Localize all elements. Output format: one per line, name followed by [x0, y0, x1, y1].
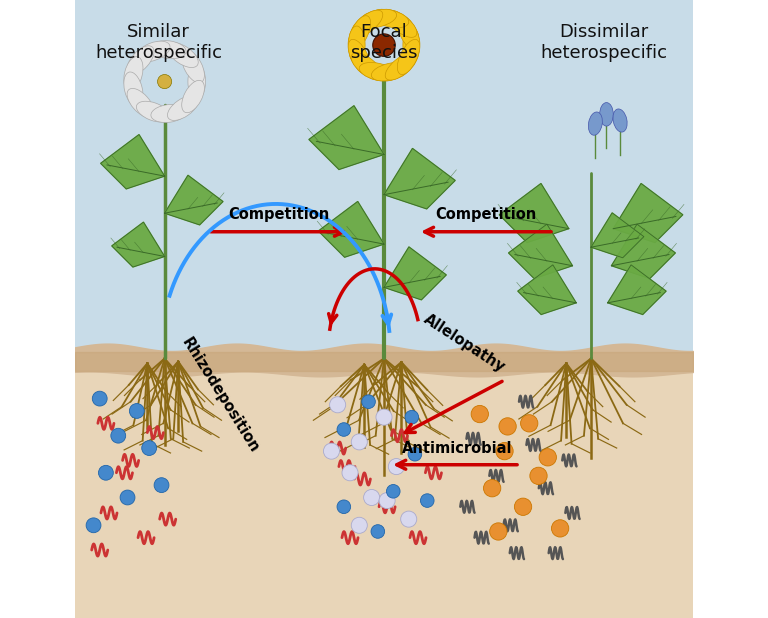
Circle shape: [408, 447, 422, 461]
Text: Allelopathy: Allelopathy: [421, 311, 508, 375]
Ellipse shape: [372, 62, 409, 81]
Ellipse shape: [151, 41, 186, 59]
Circle shape: [363, 489, 379, 506]
Ellipse shape: [127, 46, 154, 75]
Circle shape: [337, 423, 351, 436]
Ellipse shape: [127, 88, 154, 117]
Ellipse shape: [348, 40, 371, 75]
Polygon shape: [614, 184, 683, 243]
Circle shape: [372, 34, 396, 56]
Ellipse shape: [359, 62, 396, 81]
Ellipse shape: [386, 10, 417, 37]
Ellipse shape: [397, 15, 420, 51]
Circle shape: [86, 518, 101, 533]
Circle shape: [405, 410, 419, 424]
Circle shape: [484, 480, 501, 497]
Text: Competition: Competition: [228, 208, 329, 222]
Circle shape: [323, 443, 339, 459]
Circle shape: [515, 498, 531, 515]
Circle shape: [471, 405, 488, 423]
Polygon shape: [112, 222, 164, 267]
Polygon shape: [384, 148, 455, 209]
Polygon shape: [309, 106, 384, 169]
Ellipse shape: [397, 40, 420, 75]
Polygon shape: [611, 224, 675, 279]
Circle shape: [129, 404, 144, 418]
Ellipse shape: [351, 10, 382, 37]
Text: Rhizodeposition: Rhizodeposition: [179, 336, 262, 455]
Ellipse shape: [372, 9, 409, 28]
Ellipse shape: [351, 53, 382, 80]
Polygon shape: [591, 213, 644, 258]
Bar: [75, 358, 693, 618]
Ellipse shape: [182, 80, 204, 112]
Circle shape: [142, 441, 157, 455]
Circle shape: [521, 415, 538, 432]
Circle shape: [499, 418, 516, 435]
Circle shape: [351, 517, 367, 533]
Text: Similar
heterospecific: Similar heterospecific: [95, 23, 222, 62]
Circle shape: [157, 75, 172, 88]
Text: Dissimilar
heterospecific: Dissimilar heterospecific: [540, 23, 667, 62]
Circle shape: [379, 493, 395, 509]
Ellipse shape: [613, 109, 627, 132]
Circle shape: [496, 442, 513, 460]
Ellipse shape: [403, 26, 420, 64]
Ellipse shape: [348, 26, 365, 64]
Circle shape: [539, 449, 557, 466]
Circle shape: [351, 434, 367, 450]
Text: Focal
species: Focal species: [350, 23, 418, 62]
Ellipse shape: [588, 112, 602, 135]
Circle shape: [530, 467, 547, 485]
Circle shape: [371, 525, 385, 538]
Polygon shape: [518, 265, 576, 315]
Polygon shape: [164, 176, 223, 225]
Circle shape: [386, 485, 400, 498]
Circle shape: [420, 494, 434, 507]
Ellipse shape: [167, 43, 198, 67]
Circle shape: [329, 397, 346, 413]
Ellipse shape: [182, 51, 204, 83]
Text: Competition: Competition: [435, 208, 537, 222]
Circle shape: [120, 490, 135, 505]
Polygon shape: [101, 135, 164, 189]
Ellipse shape: [359, 9, 396, 28]
Circle shape: [111, 428, 126, 443]
Polygon shape: [499, 184, 569, 243]
Polygon shape: [607, 265, 666, 315]
Bar: [75, 0, 693, 358]
Ellipse shape: [386, 53, 417, 80]
Polygon shape: [384, 247, 446, 300]
Ellipse shape: [137, 101, 170, 122]
Circle shape: [490, 523, 507, 540]
Circle shape: [337, 500, 351, 514]
Ellipse shape: [188, 64, 206, 99]
Circle shape: [98, 465, 114, 480]
Ellipse shape: [348, 15, 371, 51]
Circle shape: [401, 511, 417, 527]
Circle shape: [154, 478, 169, 493]
Ellipse shape: [167, 96, 198, 121]
Circle shape: [389, 459, 405, 475]
Ellipse shape: [124, 57, 143, 91]
Circle shape: [92, 391, 108, 406]
Circle shape: [362, 395, 376, 408]
Ellipse shape: [137, 41, 170, 62]
Ellipse shape: [600, 103, 614, 126]
Polygon shape: [508, 224, 572, 279]
Text: Antimicrobial: Antimicrobial: [402, 441, 512, 456]
Circle shape: [376, 409, 392, 425]
Circle shape: [551, 520, 569, 537]
Polygon shape: [319, 201, 384, 257]
Ellipse shape: [124, 72, 143, 106]
Ellipse shape: [151, 104, 186, 122]
Circle shape: [342, 465, 358, 481]
